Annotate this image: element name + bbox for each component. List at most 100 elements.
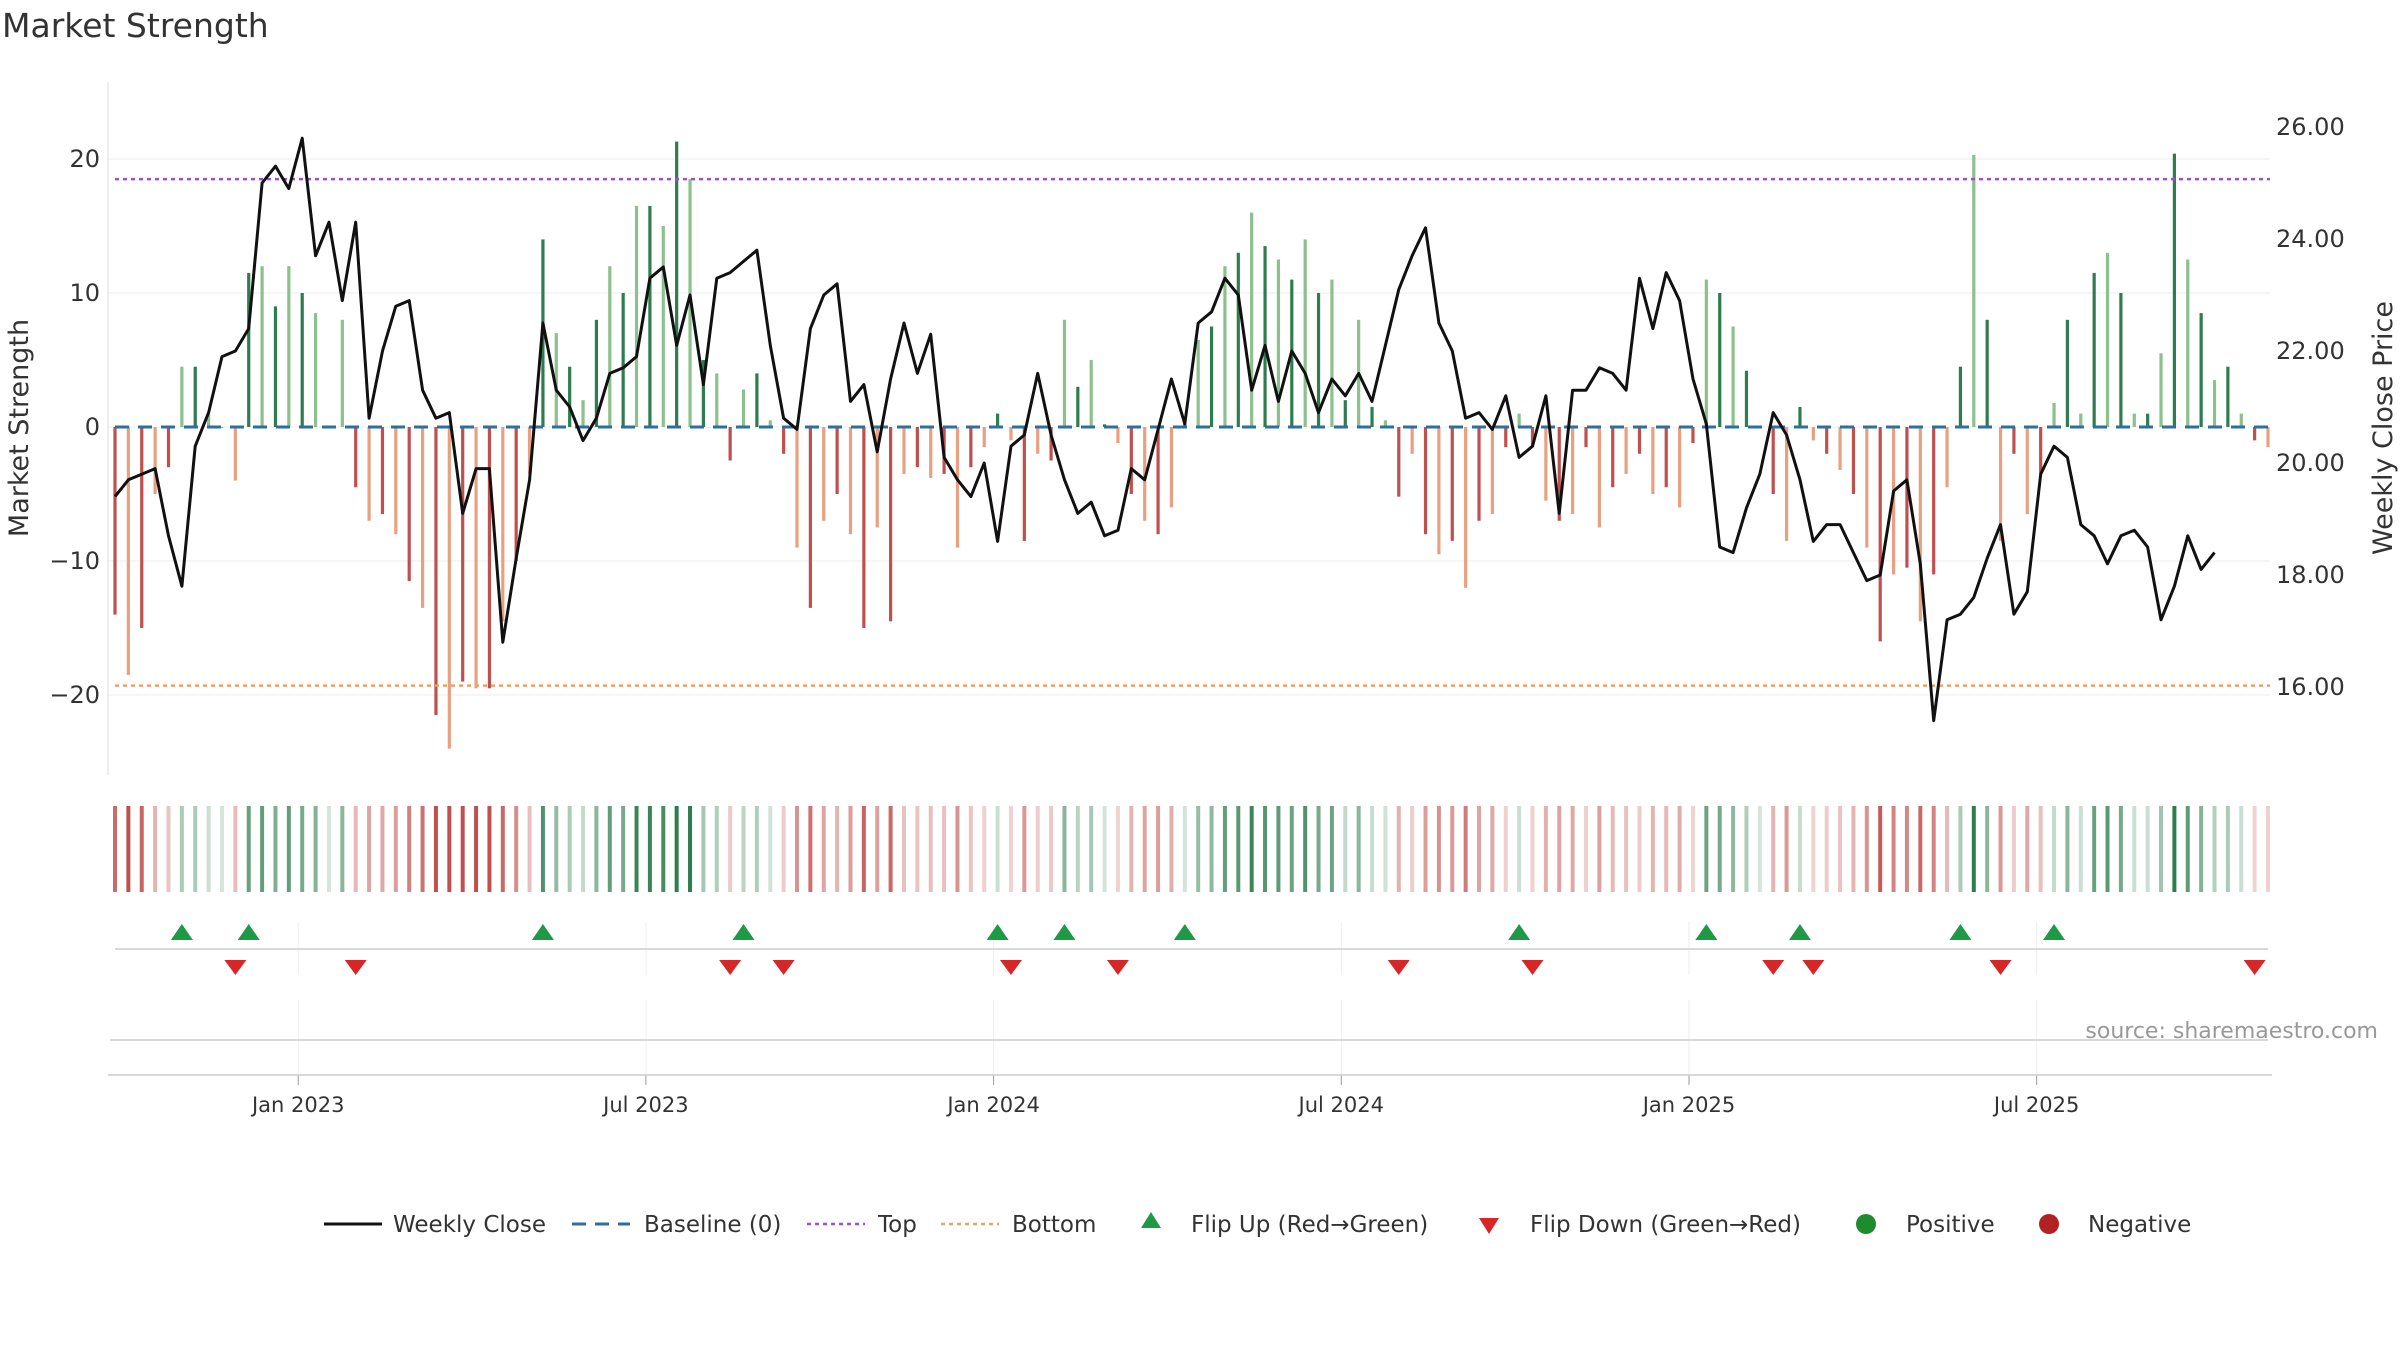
strength-bar [1731,326,1735,427]
strength-strip-mark [835,806,840,892]
strength-bar [1437,427,1441,555]
strength-bar [1410,427,1414,454]
strength-bar [1624,427,1628,474]
strength-strip-mark [928,806,933,892]
strength-strip-mark [1410,806,1415,892]
legend-top: Top [877,1212,917,1238]
strength-bar [1477,427,1481,521]
strength-bar [875,427,879,528]
strength-strip-mark [1811,806,1816,892]
strength-bar [514,427,518,561]
strength-strip-mark [1797,806,1802,892]
strength-strip-mark [474,806,479,892]
strength-bar [2119,293,2123,427]
strength-bar [1129,427,1133,494]
strength-bar [1571,427,1575,515]
strength-strip-mark [1851,806,1856,892]
strength-strip-mark [380,806,385,892]
strength-strip-mark [901,806,906,892]
strength-bar [2266,427,2270,448]
strength-bar [1905,427,1909,568]
strength-bar [1370,406,1374,427]
strength-strip-mark [1998,806,2003,892]
strength-bar [1022,427,1026,541]
strength-strip-mark [1477,806,1482,892]
strength-bar [1838,427,1842,470]
strength-bar [1811,427,1815,441]
strength-strip-mark [1744,806,1749,892]
strength-strip-mark [2065,806,2070,892]
strength-strip-mark [728,806,733,892]
strength-strip-mark [1878,806,1883,892]
strength-strip-mark [1423,806,1428,892]
strength-bar [2105,252,2110,427]
legend-flip-up: Flip Up (Red→Green) [1191,1212,1428,1238]
strength-strip-mark [420,806,425,892]
strength-strip-mark [1075,806,1080,892]
strength-strip-mark [1717,806,1722,892]
strength-bar [728,427,732,461]
strength-strip-mark [1704,806,1709,892]
strength-strip-mark [1115,806,1120,892]
strength-bar [1945,427,1949,488]
strength-strip-mark [875,806,880,892]
strength-bar [2132,413,2136,427]
strength-strip-mark [1142,806,1147,892]
strength-bar [1597,427,1601,528]
strength-bar [675,141,679,427]
strength-bar [1958,366,1963,427]
strength-bar [1851,427,1856,494]
strength-bar [1504,427,1508,448]
strength-bar [1250,212,1254,427]
strength-strip-mark [1089,806,1094,892]
strength-strip-mark [1904,806,1909,892]
x-tick-label: Jan 2024 [945,1093,1040,1117]
strength-bar [741,389,746,427]
flip-up-marker [1788,924,1811,940]
strength-strip-mark [982,806,987,892]
strength-strip-mark [1557,806,1562,892]
flip-up-marker [1949,924,1972,940]
strength-strip-mark [1396,806,1401,892]
strength-bar [1423,427,1428,535]
strength-bar [260,266,264,427]
strength-bar [434,427,438,716]
strength-bar [313,313,318,427]
strength-strip-mark [219,806,224,892]
strength-strip-mark [260,806,265,892]
strength-bar [2226,366,2230,427]
right-axis-title: Weekly Close Price [2368,301,2399,555]
legend-flip-down-icon [1479,1218,1499,1234]
right-tick-label: 22.00 [2276,337,2345,365]
strength-bar [848,427,853,535]
strength-bar [1932,427,1936,575]
strength-strip-mark [1343,806,1348,892]
strength-strip-mark [1303,806,1308,892]
strength-bar [1156,427,1160,535]
strength-bar [1798,406,1802,427]
right-tick-label: 20.00 [2276,449,2345,477]
strength-strip-mark [2172,806,2177,892]
strength-strip-mark [1677,806,1682,892]
strength-strip-mark [527,806,532,892]
strength-strip-mark [1610,806,1615,892]
strength-strip-mark [286,806,291,892]
strength-bar [1704,279,1708,427]
strength-bar [420,427,425,608]
strength-strip-mark [594,806,599,892]
x-tick-label: Jan 2025 [1641,1093,1736,1117]
strength-strip-mark [1196,806,1201,892]
strength-strip-mark [447,806,452,892]
strength-bar [915,427,919,468]
strength-bar [1557,427,1561,521]
strength-bar [273,306,278,427]
strength-bar [300,293,304,427]
strength-bar [1530,427,1535,448]
strength-bar [1784,427,1789,541]
strength-bar [1169,427,1174,508]
legend-negative: Negative [2088,1212,2191,1238]
source-label: source: sharemaestro.com [2085,1019,2378,1044]
strength-strip-mark [647,806,652,892]
strength-bar [1089,360,1093,427]
